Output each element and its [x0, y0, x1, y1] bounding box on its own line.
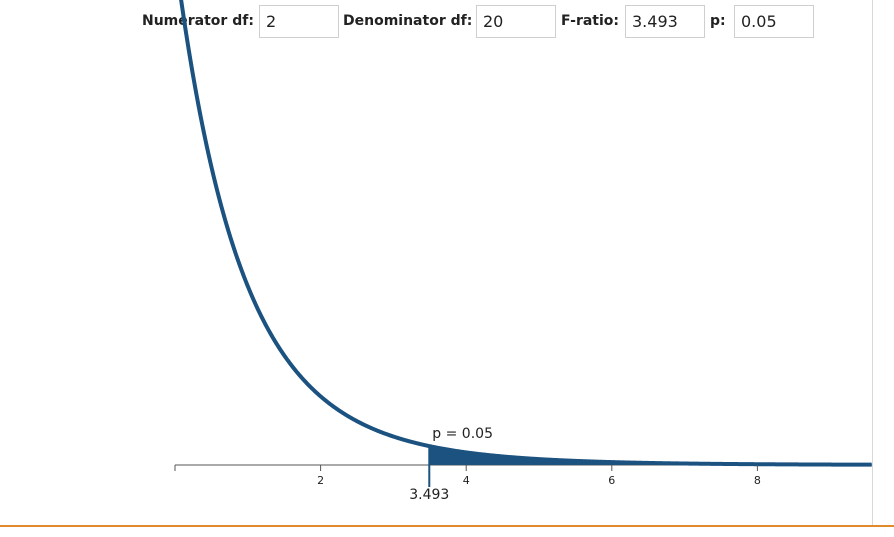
f-ratio-label: F-ratio: — [561, 13, 620, 29]
numerator-df-label: Numerator df: — [142, 13, 254, 29]
critical-value-label: 3.493 — [409, 487, 449, 503]
bottom-divider — [0, 525, 894, 527]
p-value-label: p = 0.05 — [432, 426, 493, 442]
p-input[interactable]: 0.05 — [734, 5, 814, 38]
controls-bar: Numerator df: 2 Denominator df: 20 F-rat… — [0, 0, 894, 46]
x-tick-label-8: 8 — [754, 474, 761, 487]
x-tick-label-2: 2 — [317, 474, 324, 487]
x-tick-label-6: 6 — [608, 474, 615, 487]
denominator-df-input[interactable]: 20 — [476, 5, 556, 38]
x-tick-label-4: 4 — [463, 474, 470, 487]
numerator-df-input[interactable]: 2 — [259, 5, 339, 38]
p-label: p: — [710, 13, 726, 29]
f-ratio-input[interactable]: 3.493 — [625, 5, 705, 38]
density-curve — [179, 0, 872, 467]
right-divider — [872, 0, 873, 526]
denominator-df-label: Denominator df: — [343, 13, 473, 29]
